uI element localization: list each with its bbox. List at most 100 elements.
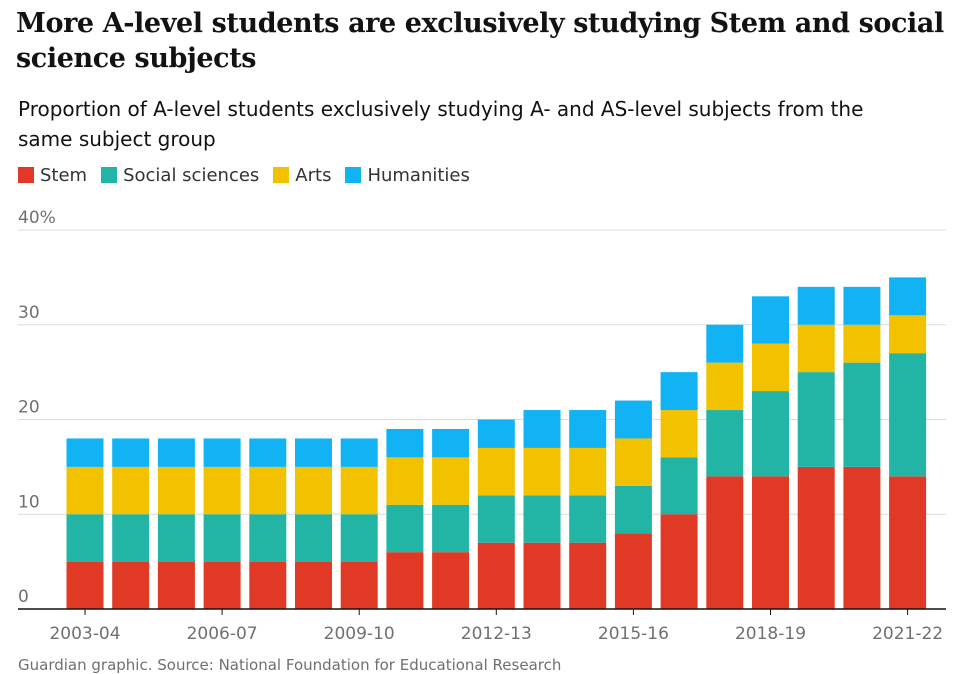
bar-segment-humanities (660, 372, 698, 411)
bar-segment-social-sciences (157, 514, 195, 562)
bar-segment-humanities (706, 324, 744, 363)
bar-segment-arts (432, 457, 470, 505)
bar-segment-arts (112, 466, 150, 515)
bar-segment-arts (295, 466, 332, 515)
legend-item-arts: Arts (273, 165, 331, 186)
bar-segment-social-sciences (112, 514, 150, 562)
legend-swatch-humanities (345, 167, 362, 183)
bar-segment-arts (889, 315, 927, 354)
x-tick-label: 2006-07 (187, 624, 258, 644)
chart-subtitle: Proportion of A-level students exclusive… (18, 97, 864, 151)
bar-segment-humanities (203, 438, 241, 467)
bar-segment-humanities (843, 286, 881, 325)
bar-segment-humanities (66, 438, 104, 467)
bar-segment-arts (614, 438, 652, 486)
bar-segment-arts (797, 324, 835, 373)
bar-segment-stem (752, 476, 789, 609)
x-tick-label: 2009-10 (324, 624, 395, 644)
bar-segment-social-sciences (386, 504, 424, 553)
legend-label-arts: Arts (295, 164, 332, 186)
legend: Stem Social sciences Arts Humanities (18, 162, 484, 188)
bar-segment-humanities (157, 438, 195, 467)
bar-segment-humanities (249, 438, 287, 467)
legend-item-stem: Stem (18, 165, 87, 186)
bar-segment-social-sciences (660, 457, 698, 515)
bar-segment-stem (660, 514, 698, 609)
bar-segment-humanities (386, 428, 424, 458)
bar-segment-social-sciences (569, 495, 607, 543)
bar-segment-stem (706, 476, 744, 609)
bar-segment-arts (477, 447, 515, 496)
legend-item-social-sciences: Social sciences (101, 165, 259, 186)
bar-segment-stem (66, 561, 104, 610)
bar-segment-social-sciences (203, 514, 241, 562)
y-tick-label: 0 (18, 587, 29, 607)
bar-segment-stem (843, 466, 881, 610)
chart-title: More A-level students are exclusively st… (16, 8, 944, 74)
bar-segment-social-sciences (523, 495, 561, 543)
bar-segment-stem (112, 561, 150, 610)
bar-segment-stem (249, 561, 287, 610)
bar-segment-humanities (752, 296, 789, 344)
bar-segment-stem (889, 476, 927, 609)
bar-segment-social-sciences (66, 514, 104, 562)
stacked-bar-chart: 0 10 20 30 40% 2003-04 2006-07 2009-10 2012-13 20… (18, 208, 946, 644)
x-tick-label: 2015-16 (598, 624, 669, 644)
bar-segment-social-sciences (843, 362, 881, 467)
bar-segment-humanities (889, 277, 927, 316)
bar-segment-social-sciences (752, 391, 789, 477)
bar-segment-stem (157, 561, 195, 610)
legend-label-humanities: Humanities (367, 164, 470, 186)
bar-segment-arts (249, 466, 287, 515)
bar-segment-social-sciences (249, 514, 287, 562)
legend-swatch-social-sciences (101, 167, 118, 183)
bar-segment-stem (614, 533, 652, 609)
bar-segment-stem (797, 466, 835, 610)
legend-label-stem: Stem (40, 164, 88, 186)
bar-segment-humanities (523, 410, 561, 448)
bar-segment-humanities (569, 410, 607, 448)
bar-segment-stem (477, 542, 515, 609)
bar-segment-arts (386, 457, 424, 505)
bar-segment-humanities (614, 400, 652, 439)
x-tick-label: 2018-19 (735, 624, 806, 644)
bar-segment-arts (157, 466, 195, 515)
bar-segment-social-sciences (295, 514, 332, 562)
bar-segment-stem (203, 561, 241, 610)
bar-segment-social-sciences (432, 504, 470, 553)
y-tick-label: 40% (18, 208, 56, 228)
bar-segment-arts (523, 447, 561, 496)
bar-segment-humanities (340, 438, 378, 467)
bar-segment-arts (752, 343, 789, 392)
legend-swatch-stem (18, 167, 34, 183)
legend-item-humanities: Humanities (345, 164, 470, 186)
bar-segment-arts (66, 466, 104, 515)
bar-segment-arts (706, 362, 744, 411)
bar-segment-stem (295, 561, 332, 610)
bar-segment-humanities (477, 419, 515, 448)
bar-segment-arts (203, 466, 241, 515)
bar-segment-stem (340, 561, 378, 610)
x-tick-label: 2012-13 (461, 624, 532, 644)
bar-segment-stem (569, 542, 607, 609)
bar-segment-social-sciences (797, 372, 835, 467)
y-tick-label: 20 (18, 398, 40, 418)
source-note: Guardian graphic. Source: National Found… (18, 656, 562, 674)
legend-swatch-arts (273, 167, 290, 183)
bar-segment-arts (660, 410, 698, 458)
bar-segment-arts (569, 447, 607, 496)
bar-segment-social-sciences (614, 485, 652, 534)
bar-segment-stem (432, 552, 470, 609)
bar-segment-humanities (797, 286, 835, 325)
y-tick-label: 10 (18, 492, 40, 512)
bar-segment-arts (843, 324, 881, 363)
bar-segment-social-sciences (477, 495, 515, 543)
x-tick-label: 2003-04 (49, 624, 120, 644)
bar-segment-humanities (112, 438, 150, 467)
bar-segment-stem (386, 552, 424, 609)
bar-segment-social-sciences (340, 514, 378, 562)
bar-segment-humanities (432, 428, 470, 458)
bar-segment-stem (523, 542, 561, 609)
y-tick-label: 30 (18, 303, 40, 323)
bar-segment-social-sciences (706, 410, 744, 477)
